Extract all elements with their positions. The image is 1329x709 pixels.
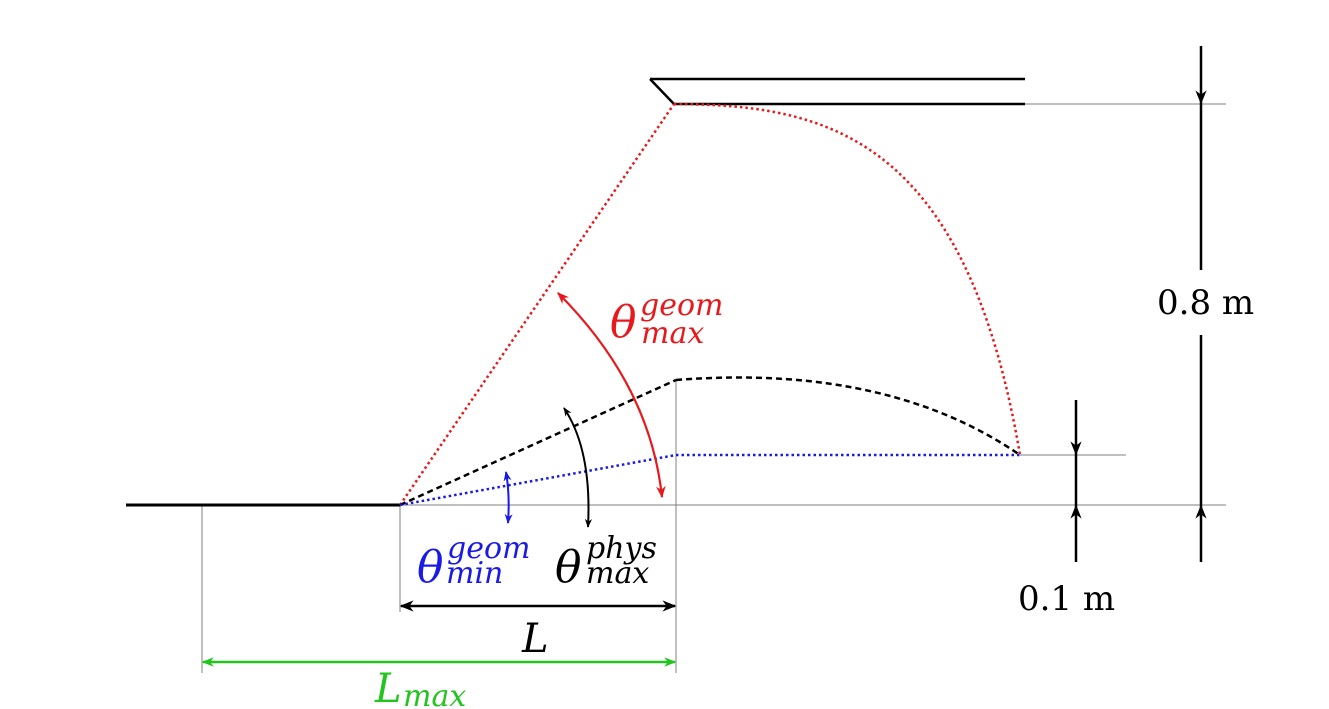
- geom-max-sup: geom: [640, 288, 723, 323]
- geom-min-sub: min: [446, 556, 503, 591]
- height-small-label: 0.1 m: [1018, 579, 1115, 619]
- geom-max-angle-label: θ geom max: [610, 288, 723, 351]
- geom-max-trajectory: [398, 102, 1022, 506]
- length-label: L: [521, 616, 549, 662]
- geom-min-angle-arc: [503, 471, 513, 524]
- geom-max-theta: θ: [610, 297, 637, 348]
- geom-max-angle-arc: [557, 292, 666, 499]
- phys-max-theta: θ: [555, 542, 582, 593]
- phys-max-sub: max: [586, 556, 649, 591]
- geom-max-sub: max: [641, 316, 704, 351]
- height-big-label: 0.8 m: [1157, 283, 1254, 323]
- geom-min-theta: θ: [417, 542, 444, 593]
- phys-max-angle-label: θ phys max: [555, 531, 657, 593]
- geom-min-angle-label: θ geom min: [417, 531, 530, 593]
- top-landing-platform: [649, 77, 1025, 106]
- length-max-sub: max: [403, 679, 466, 709]
- length-max-label: L max: [374, 666, 466, 709]
- geom-min-sup: geom: [447, 531, 530, 566]
- phys-max-angle-arc: [563, 407, 593, 528]
- geom-min-trajectory: [399, 453, 1020, 507]
- phys-max-sup: phys: [586, 531, 657, 566]
- phys-max-trajectory: [399, 376, 1021, 507]
- reference-lines: [201, 103, 1226, 673]
- length-max-base: L: [374, 666, 402, 709]
